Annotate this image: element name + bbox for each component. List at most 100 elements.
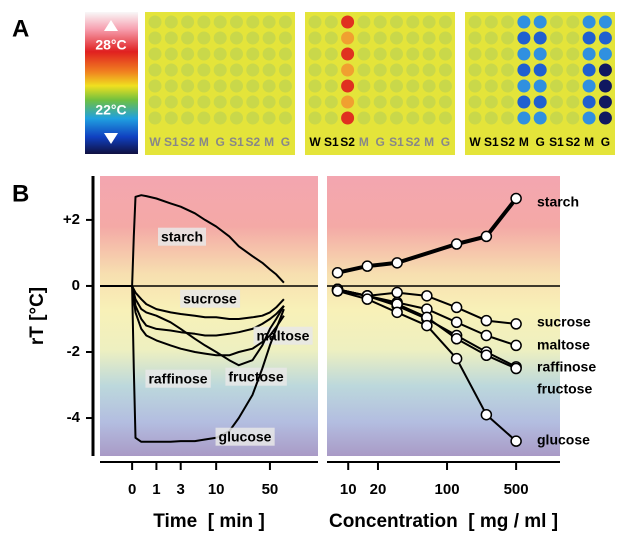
- well: [406, 32, 419, 45]
- well: [149, 64, 162, 77]
- well: [246, 48, 259, 61]
- well: [599, 80, 612, 93]
- well: [583, 112, 596, 125]
- well: [165, 16, 178, 29]
- well: [534, 32, 547, 45]
- well: [550, 32, 563, 45]
- well: [550, 96, 563, 109]
- well: [341, 16, 354, 29]
- well: [230, 80, 243, 93]
- well: [485, 80, 498, 93]
- well: [309, 64, 322, 77]
- lane-label: G: [441, 135, 450, 149]
- well: [325, 64, 338, 77]
- well: [566, 112, 579, 125]
- series-label: fructose: [228, 369, 283, 385]
- well: [469, 48, 482, 61]
- well: [149, 80, 162, 93]
- well: [390, 80, 403, 93]
- well: [309, 80, 322, 93]
- well: [309, 32, 322, 45]
- well: [599, 112, 612, 125]
- well: [390, 48, 403, 61]
- well: [279, 64, 292, 77]
- well: [550, 16, 563, 29]
- well: [197, 64, 210, 77]
- data-point: [511, 436, 521, 446]
- well: [501, 48, 514, 61]
- well: [406, 112, 419, 125]
- well: [534, 96, 547, 109]
- well: [325, 48, 338, 61]
- well: [357, 64, 370, 77]
- well: [279, 112, 292, 125]
- well: [214, 48, 227, 61]
- well: [501, 16, 514, 29]
- well: [439, 16, 452, 29]
- well: [197, 48, 210, 61]
- x-axis-label: Time [ min ]: [153, 511, 265, 532]
- well: [550, 48, 563, 61]
- well: [517, 64, 530, 77]
- well: [583, 16, 596, 29]
- well: [181, 32, 194, 45]
- well: [566, 96, 579, 109]
- well: [566, 32, 579, 45]
- well: [374, 32, 387, 45]
- lane-label: M: [424, 135, 434, 149]
- well: [517, 112, 530, 125]
- well: [423, 48, 436, 61]
- data-point: [511, 319, 521, 329]
- well: [583, 64, 596, 77]
- well: [341, 80, 354, 93]
- well: [439, 112, 452, 125]
- well: [246, 80, 259, 93]
- well: [165, 32, 178, 45]
- data-point: [511, 364, 521, 374]
- well: [230, 112, 243, 125]
- well: [501, 96, 514, 109]
- lane-label: S1: [164, 135, 179, 149]
- well: [149, 48, 162, 61]
- well: [341, 64, 354, 77]
- well: [517, 32, 530, 45]
- well: [197, 96, 210, 109]
- lane-label: G: [601, 135, 610, 149]
- well: [341, 32, 354, 45]
- well: [357, 96, 370, 109]
- well: [517, 80, 530, 93]
- data-point: [362, 294, 372, 304]
- data-point: [422, 291, 432, 301]
- well: [374, 80, 387, 93]
- well: [165, 96, 178, 109]
- x-tick-label: 0: [128, 481, 136, 498]
- well: [469, 32, 482, 45]
- well: [374, 16, 387, 29]
- x-tick-label: 500: [504, 481, 529, 498]
- well: [599, 64, 612, 77]
- well: [181, 64, 194, 77]
- well: [341, 96, 354, 109]
- well: [517, 48, 530, 61]
- well: [230, 64, 243, 77]
- well: [406, 64, 419, 77]
- well: [325, 112, 338, 125]
- well: [181, 80, 194, 93]
- well: [390, 32, 403, 45]
- lane-label: W: [309, 135, 321, 149]
- x-tick-label: 20: [370, 481, 387, 498]
- y-tick-label: +2: [63, 211, 80, 228]
- data-point: [481, 231, 491, 241]
- well: [165, 112, 178, 125]
- well: [341, 48, 354, 61]
- well: [390, 16, 403, 29]
- well: [214, 96, 227, 109]
- well: [390, 64, 403, 77]
- lane-label: M: [359, 135, 369, 149]
- data-point: [333, 268, 343, 278]
- well: [309, 112, 322, 125]
- well: [423, 112, 436, 125]
- series-label: glucose: [537, 432, 590, 448]
- well: [279, 16, 292, 29]
- y-tick-label: -2: [67, 343, 80, 360]
